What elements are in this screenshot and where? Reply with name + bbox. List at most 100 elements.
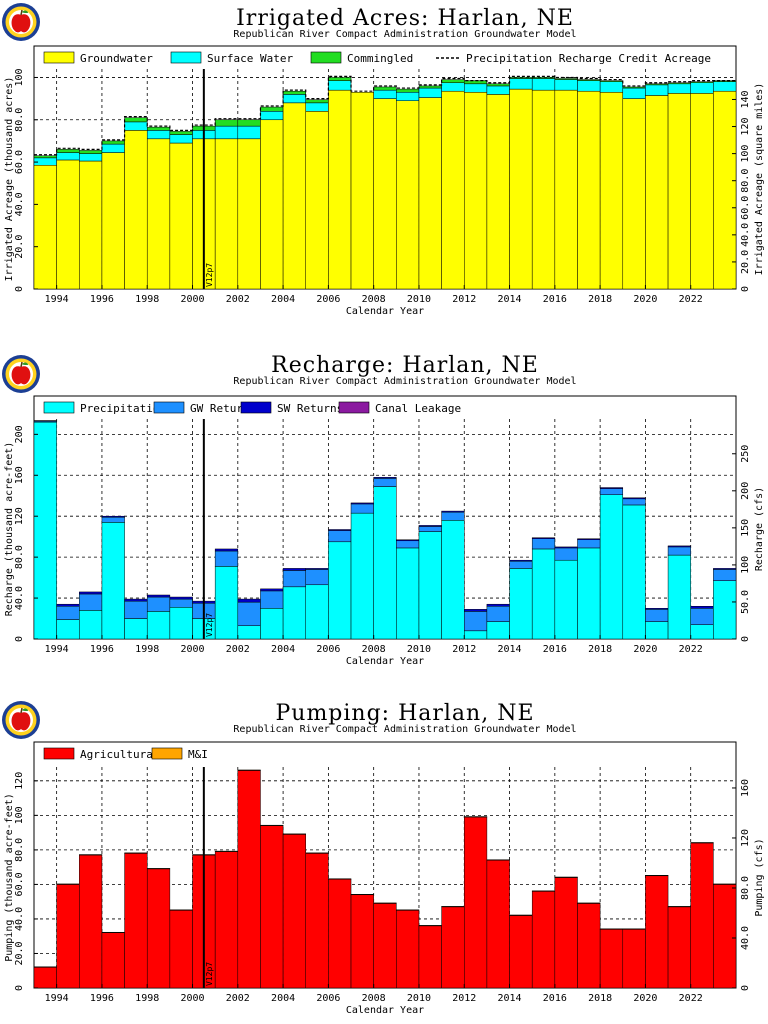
bar-segment [79,593,103,611]
bar-segment [328,878,352,880]
bar-segment [124,598,148,602]
bar-segment [531,537,556,539]
bar-segment [260,824,284,826]
bar-segment [237,125,261,140]
bar-segment [328,529,352,531]
bar-segment [645,875,669,989]
x-tick-label: 2014 [498,644,522,655]
bar-segment [146,596,171,612]
bar-segment [509,568,533,640]
chart-title: Pumping: Harlan, NE [275,701,534,726]
bar-segment [350,503,374,514]
chart-title: Recharge: Harlan, NE [271,353,539,378]
bar-segment [169,607,193,640]
bar-segment [169,598,193,608]
y2-tick-label: 140 [740,90,751,108]
bar-segment [373,477,397,479]
bar-segment [169,909,193,911]
x-tick-label: 2016 [543,644,567,655]
bar-segment [599,929,624,989]
bar-segment [486,603,510,607]
x-tick-label: 2010 [407,993,431,1004]
bar-segment [237,138,261,290]
bar-segment [418,525,442,527]
x-tick-label: 2010 [407,294,431,305]
legend-swatch [43,51,75,64]
y-tick-label: 60.0 [14,150,25,174]
bar-segment [101,931,125,934]
bar-segment [56,603,80,607]
bar-segment [622,928,646,930]
x-tick-label: 2020 [633,294,657,305]
bar-segment [645,83,669,86]
bar-segment [124,130,148,290]
y-tick-label: 0 [14,286,25,292]
bar-segment [418,925,442,989]
x-tick-label: 2008 [362,294,386,305]
y-tick-label: 40.0 [14,586,25,610]
bar-segment [554,89,578,290]
bar-segment [396,540,420,549]
bar-segment [667,93,691,290]
bar-segment [667,545,691,548]
bar-segment [146,126,171,131]
x-tick-label: 2006 [316,993,340,1004]
bar-segment [56,159,80,290]
bar-segment [79,160,103,290]
x-tick-label: 2002 [226,993,250,1004]
pumping-panel: Pumping: Harlan, NE Republican River Com… [2,701,765,1016]
bar-segment [645,609,669,622]
bar-segment [441,906,465,989]
apple-logo-icon [2,701,40,739]
bar-segment [169,142,193,290]
legend-swatch [338,401,370,414]
legend-swatch [170,51,202,64]
y2-tick-label: 120 [740,118,751,136]
bar-segment [282,568,306,571]
y-tick-label: 0 [14,636,25,642]
bar-segment [713,884,737,989]
bar-segment [237,601,261,626]
bar-segment [124,852,148,854]
bar-segment [531,548,556,640]
x-tick-label: 2002 [226,644,250,655]
y2-tick-label: 250 [740,445,751,463]
bar-segment [282,90,306,95]
bar-segment [645,875,669,877]
bar-segment [169,596,193,600]
recharge-panel: Recharge: Harlan, NE Republican River Co… [2,353,765,667]
bar-segment [396,88,420,93]
bar-segment [56,884,80,989]
bar-segment [531,78,556,91]
x-tick-label: 2008 [362,644,386,655]
bar-segment [577,538,601,540]
x-tick-label: 2002 [226,294,250,305]
x-axis-label: Calendar Year [346,1005,424,1016]
bar-segment [690,842,714,844]
bar-segment [101,143,125,153]
y2-axis-label: Recharge (cfs) [754,487,765,571]
y2-tick-label: 120 [740,829,751,847]
bar-segment [509,88,533,290]
bar-segment [169,134,193,144]
x-tick-label: 1996 [90,294,114,305]
bar-segment [645,95,669,290]
bar-segment [350,893,374,896]
bar-segment [33,157,57,166]
bar-segment [79,610,103,640]
bar-segment [305,852,329,854]
bar-segment [373,902,397,904]
bar-segment [486,94,510,290]
bar-segment [622,498,646,506]
bar-segment [599,92,624,290]
bar-segment [622,87,646,99]
bar-segment [214,125,239,140]
bar-segment [690,93,714,290]
bar-segment [441,79,465,83]
bar-segment [577,80,601,92]
bar-segment [509,915,533,989]
bar-segment [282,102,306,290]
y2-tick-label: 0 [740,286,751,292]
bar-segment [373,89,397,99]
